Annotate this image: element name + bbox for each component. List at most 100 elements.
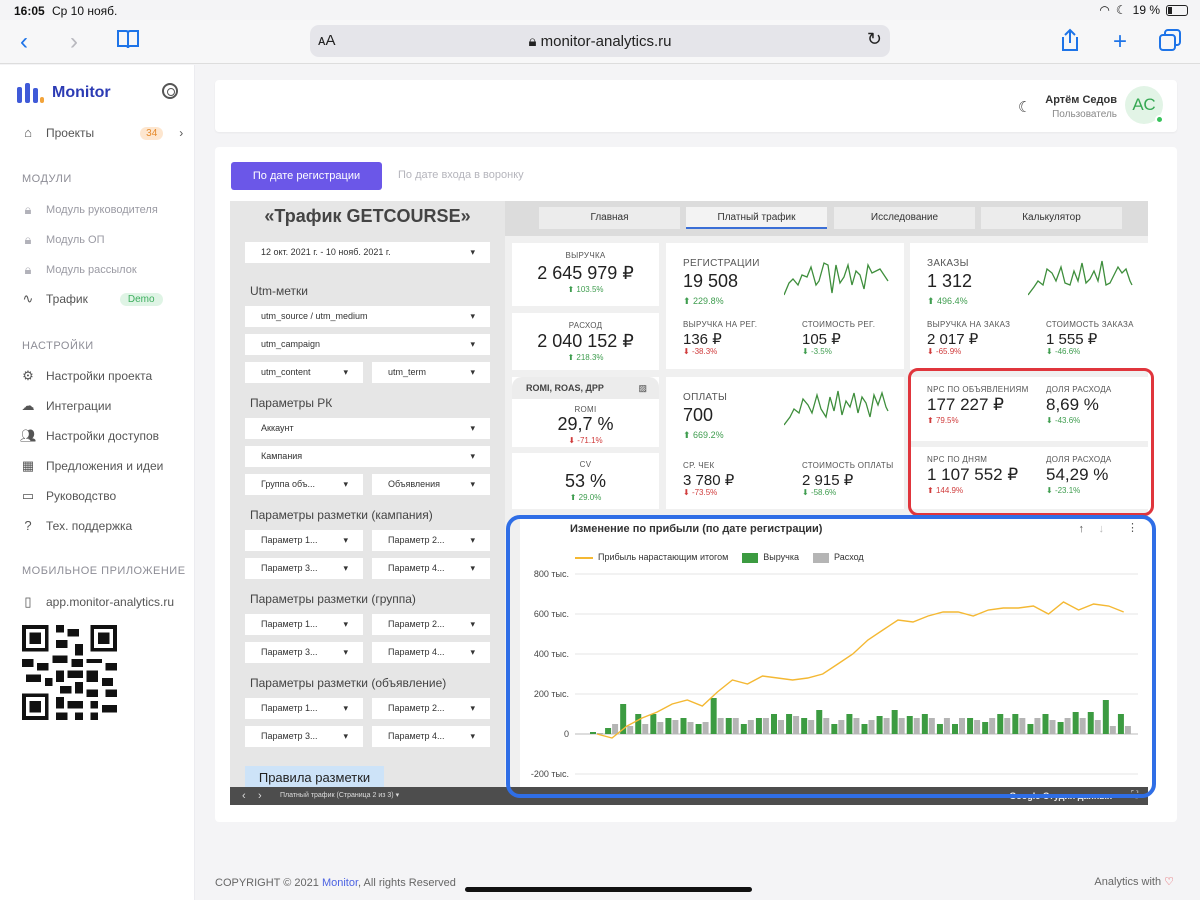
markup-rules-button[interactable]: Правила разметки — [245, 766, 384, 790]
kpi-delta: ⬇ -71.1% — [568, 436, 603, 445]
back-icon[interactable]: ‹ — [20, 28, 28, 55]
more-options-icon[interactable]: ⋮ — [1127, 522, 1138, 534]
activity-icon: ∿ — [22, 291, 34, 306]
markup-group-label: Параметры разметки (группа) — [250, 592, 416, 606]
wifi-icon: ◠ — [1099, 3, 1110, 17]
theme-toggle-moon-icon[interactable]: ☾ — [1018, 99, 1032, 116]
kpi-label: ОПЛАТЫ — [683, 392, 728, 403]
rk-label: Параметры РК — [250, 396, 333, 410]
new-tab-icon[interactable]: + — [1112, 28, 1127, 55]
tab-calculator[interactable]: Калькулятор — [981, 207, 1122, 229]
sidebar-item-integrations[interactable]: ☁ Интеграции — [20, 398, 112, 414]
revenue-bar — [680, 718, 687, 734]
utm-content-select[interactable]: utm_content — [245, 362, 363, 383]
utm-source-select[interactable]: utm_source / utm_medium — [245, 306, 490, 327]
footer-monitor-link[interactable]: Monitor — [321, 877, 359, 889]
next-page-icon[interactable]: › — [258, 790, 262, 802]
kpi-value: 700 — [683, 405, 714, 425]
sidebar: Monitor ⌂ Проекты 34 › МОДУЛИ 🔒︎ Модуль … — [0, 65, 195, 900]
forward-icon[interactable]: › — [70, 28, 78, 55]
tab-main[interactable]: Главная — [539, 207, 680, 229]
ad-param-2-select[interactable]: Параметр 2... — [372, 698, 490, 719]
monitor-icon: ▭ — [21, 488, 35, 503]
share-icon[interactable] — [1056, 28, 1084, 56]
sidebar-item-label: Настройки проекта — [46, 369, 153, 383]
top-header: ☾ Артём Седов Пользователь АС — [215, 80, 1177, 132]
sidebar-item-support[interactable]: ? Тех. поддержка — [20, 518, 132, 534]
page-indicator[interactable]: Платный трафик (Страница 2 из 3) ▾ — [280, 792, 400, 799]
kpi-value: 29,7 % — [557, 414, 614, 434]
sidebar-item-mailing-module[interactable]: 🔒︎ Модуль рассылок — [20, 262, 137, 278]
sort-up-icon[interactable]: ↑ — [1078, 523, 1085, 535]
kpi-value: 177 227 ₽ — [927, 395, 1004, 414]
utm-campaign-select[interactable]: utm_campaign — [245, 334, 490, 355]
utm-term-select[interactable]: utm_term — [372, 362, 490, 383]
bookmarks-icon[interactable] — [114, 28, 142, 56]
campaign-param-1-select[interactable]: Параметр 1... — [245, 530, 363, 551]
revenue-bar — [831, 724, 838, 734]
sidebar-item-label: Модуль ОП — [46, 234, 105, 246]
date-range-select[interactable]: 12 окт. 2021 г. - 10 нояб. 2021 г. — [245, 242, 490, 263]
kpi-label: ВЫРУЧКА НА ЗАКАЗ — [927, 320, 1011, 329]
reload-icon[interactable]: ↻ — [866, 29, 882, 49]
campaign-param-3-select[interactable]: Параметр 3... — [245, 558, 363, 579]
sidebar-item-project-settings[interactable]: ⚙ Настройки проекта — [20, 368, 152, 384]
reader-aa-button[interactable]: ᴀA — [318, 32, 336, 49]
group-param-3-select[interactable]: Параметр 3... — [245, 642, 363, 663]
group-param-2-select[interactable]: Параметр 2... — [372, 614, 490, 635]
user-name: Артём Седов — [1045, 94, 1117, 106]
sidebar-item-traffic[interactable]: ∿ Трафик Demo — [20, 291, 163, 307]
brand-logo[interactable]: Monitor — [16, 83, 111, 103]
revenue-bar — [997, 714, 1004, 734]
y-tick-label: 800 тыс. — [534, 569, 569, 579]
kpi-delta: ⬆ 103.5% — [567, 285, 604, 294]
sort-down-icon[interactable]: ↓ — [1098, 523, 1105, 535]
sidebar-item-ideas[interactable]: ▦ Предложения и идеи — [20, 458, 164, 474]
address-bar[interactable]: ᴀA 🔒︎ monitor-analytics.ru ↻ — [310, 25, 890, 57]
lock-icon: 🔒︎ — [24, 232, 32, 247]
chart-toggle-icon[interactable]: ▨ — [638, 383, 647, 393]
chart-title: Изменение по прибыли (по дате регистраци… — [570, 523, 823, 535]
ad-group-select[interactable]: Группа объ... — [245, 474, 363, 495]
user-role: Пользователь — [1052, 109, 1117, 120]
campaign-param-4-select[interactable]: Параметр 4... — [372, 558, 490, 579]
legend-item-revenue: Выручка — [742, 552, 799, 563]
kpi-value: 19 508 — [683, 271, 739, 291]
chevron-right-icon: › — [179, 126, 184, 140]
tabs-overview-icon[interactable] — [1156, 28, 1184, 56]
sidebar-item-label: Модуль руководителя — [46, 204, 158, 216]
settings-gear-icon[interactable] — [162, 83, 178, 99]
prev-page-icon[interactable]: ‹ — [242, 790, 246, 802]
utm-label: Utm-метки — [250, 284, 308, 298]
group-param-4-select[interactable]: Параметр 4... — [372, 642, 490, 663]
sidebar-item-label: Тех. поддержка — [46, 519, 133, 533]
revenue-bar — [1057, 722, 1064, 734]
kpi-delta: ⬇ -38.3% — [683, 347, 718, 356]
ad-param-1-select[interactable]: Параметр 1... — [245, 698, 363, 719]
sidebar-item-mobile-app[interactable]: ▯ app.monitor-analytics.ru — [20, 594, 174, 610]
sidebar-item-guide[interactable]: ▭ Руководство — [20, 488, 116, 504]
revenue-bar — [1102, 700, 1109, 734]
kpi-label: ВЫРУЧКА — [565, 251, 606, 260]
ad-param-3-select[interactable]: Параметр 3... — [245, 726, 363, 747]
profit-chart: 800 тыс. 600 тыс. 400 тыс. 200 тыс. 0 -200 ты… — [531, 569, 1138, 779]
by-funnel-date-button[interactable]: По дате входа в воронку — [398, 169, 524, 181]
group-param-1-select[interactable]: Параметр 1... — [245, 614, 363, 635]
ads-select[interactable]: Объявления — [372, 474, 490, 495]
expense-bar — [732, 718, 739, 734]
browser-toolbar: ‹ › ᴀA 🔒︎ monitor-analytics.ru ↻ + — [0, 20, 1200, 64]
revenue-bar — [1117, 714, 1124, 734]
campaign-param-2-select[interactable]: Параметр 2... — [372, 530, 490, 551]
sidebar-item-projects[interactable]: ⌂ Проекты 34 › — [20, 125, 183, 141]
sidebar-item-manager-module[interactable]: 🔒︎ Модуль руководителя — [20, 202, 158, 218]
revenue-bar — [590, 732, 596, 734]
tab-paid-traffic[interactable]: Платный трафик — [686, 207, 827, 229]
sidebar-item-access[interactable]: 👥︎ Настройки доступов — [20, 428, 159, 444]
campaign-select[interactable]: Кампания — [245, 446, 490, 467]
account-select[interactable]: Аккаунт — [245, 418, 490, 439]
tab-research[interactable]: Исследование — [834, 207, 975, 229]
by-registration-date-button[interactable]: По дате регистрации — [231, 162, 382, 190]
ad-param-4-select[interactable]: Параметр 4... — [372, 726, 490, 747]
sidebar-item-label: Интеграции — [46, 399, 112, 413]
sidebar-item-op-module[interactable]: 🔒︎ Модуль ОП — [20, 232, 105, 248]
